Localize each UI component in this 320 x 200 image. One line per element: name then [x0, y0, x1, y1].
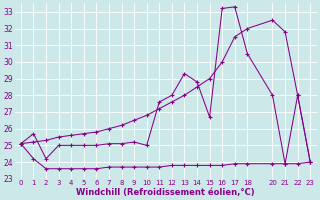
X-axis label: Windchill (Refroidissement éolien,°C): Windchill (Refroidissement éolien,°C) — [76, 188, 255, 197]
